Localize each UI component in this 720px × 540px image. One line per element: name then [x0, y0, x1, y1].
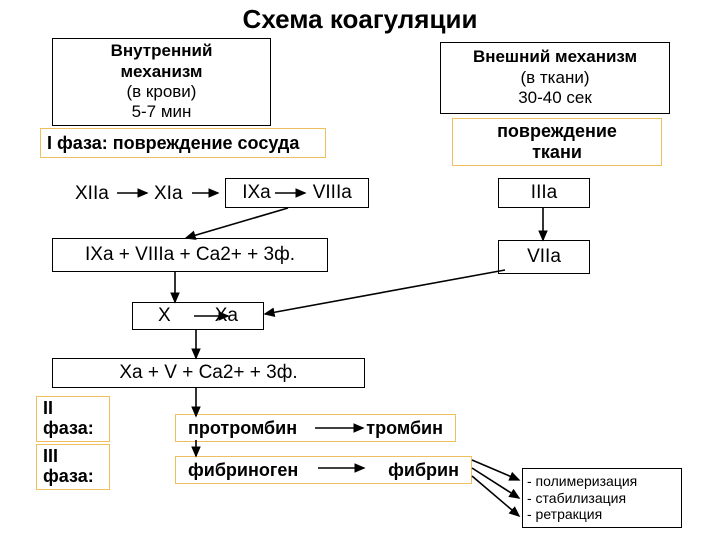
hl-fibrinogen-fibrin: фибриноген фибрин	[175, 456, 472, 484]
label: Внутренний	[111, 41, 213, 60]
label-thrombin: тромбин	[366, 418, 443, 439]
node-ixa-viiia: IXa VIIIa	[225, 178, 369, 208]
node-intrinsic: Внутренний механизм (в крови) 5-7 мин	[52, 38, 271, 126]
label: - ретракция	[527, 506, 602, 523]
label: ткани	[532, 142, 582, 163]
label-fibrinogen: фибриноген	[188, 460, 298, 481]
label: - стабилизация	[527, 490, 626, 507]
label: VIIIa	[313, 182, 352, 205]
label: IIIa	[531, 182, 557, 205]
hl-tissue-damage: повреждение ткани	[452, 118, 662, 166]
label-fibrin: фибрин	[388, 460, 459, 481]
label: VIIa	[527, 246, 561, 269]
hl-phase2: II фаза:	[36, 396, 110, 442]
label: повреждение	[497, 121, 617, 142]
label: III	[43, 447, 58, 467]
label: II	[43, 399, 53, 419]
label: (в ткани)	[520, 68, 589, 88]
label: I фаза: повреждение сосуда	[47, 133, 299, 154]
label: 30-40 сек	[518, 88, 592, 108]
node-iiia: IIIa	[498, 178, 590, 208]
page-title: Схема коагуляции	[0, 4, 720, 35]
node-endlist: - полимеризация - стабилизация - ретракц…	[522, 468, 682, 528]
node-x-xa: X Xa	[132, 302, 264, 330]
label: фаза:	[43, 419, 94, 439]
hl-phase1: I фаза: повреждение сосуда	[40, 128, 326, 158]
label: X	[158, 305, 171, 328]
label-xia: XIa	[154, 183, 183, 205]
label: IXa + VIIIa + Ca2+ + 3ф.	[85, 244, 295, 267]
label-xiia: XIIa	[75, 183, 109, 205]
node-complex2: Xa + V + Ca2+ + 3ф.	[52, 358, 365, 388]
label: Внешний механизм	[473, 47, 637, 66]
label: 5-7 мин	[132, 102, 192, 122]
label: Xa	[215, 305, 238, 328]
node-complex1: IXa + VIIIa + Ca2+ + 3ф.	[52, 238, 328, 272]
label-prothrombin: протромбин	[188, 418, 297, 439]
label: IXa	[242, 182, 271, 205]
label: фаза:	[43, 467, 94, 487]
label: Xa + V + Ca2+ + 3ф.	[119, 362, 297, 385]
hl-prothrombin-thrombin: протромбин тромбин	[175, 414, 456, 442]
label: - полимеризация	[527, 473, 637, 490]
hl-phase3: III фаза:	[36, 444, 110, 490]
label: механизм	[120, 62, 202, 81]
node-extrinsic: Внешний механизм (в ткани) 30-40 сек	[440, 42, 670, 114]
label: (в крови)	[127, 82, 197, 102]
node-viia: VIIa	[498, 240, 590, 274]
